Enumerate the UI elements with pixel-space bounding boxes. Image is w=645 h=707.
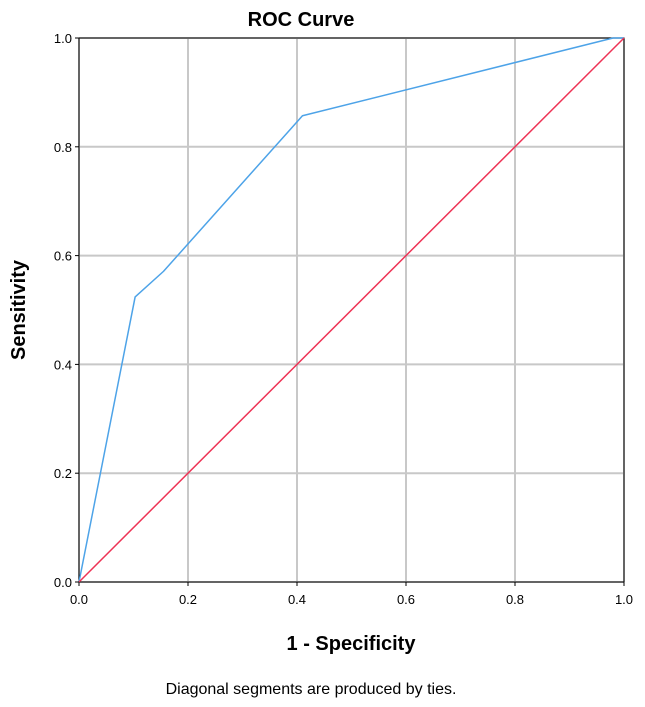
x-axis-ticks: 0.0 0.2 0.4 0.6 0.8 1.0 (70, 582, 633, 607)
roc-curve-line (78, 37, 624, 583)
y-axis-label: Sensitivity (8, 259, 30, 360)
reference-diagonal-line (78, 37, 625, 583)
y-tick-label: 0.2 (54, 466, 72, 481)
chart-title: ROC Curve (248, 9, 355, 31)
x-tick-label: 0.4 (288, 592, 306, 607)
y-tick-label: 0.8 (54, 140, 72, 155)
x-tick-label: 0.8 (506, 592, 524, 607)
y-axis-ticks: 0.0 0.2 0.4 0.6 0.8 1.0 (54, 31, 79, 590)
chart-footnote: Diagonal segments are produced by ties. (166, 681, 457, 698)
x-tick-label: 0.6 (397, 592, 415, 607)
y-tick-label: 1.0 (54, 31, 72, 46)
plot-area-frame (78, 37, 625, 583)
y-tick-label: 0.6 (54, 249, 72, 264)
x-tick-label: 0.0 (70, 592, 88, 607)
y-tick-label: 0.0 (54, 575, 72, 590)
series-layer (78, 37, 625, 583)
y-tick-label: 0.4 (54, 357, 72, 372)
x-tick-label: 1.0 (615, 592, 633, 607)
x-axis-label: 1 - Specificity (287, 633, 417, 655)
x-tick-label: 0.2 (179, 592, 197, 607)
